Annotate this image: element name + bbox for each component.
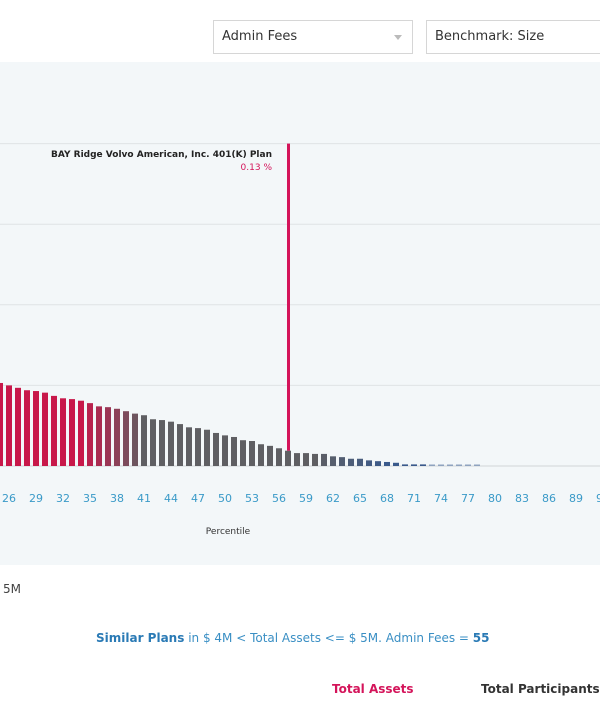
summary-text: in $ 4M < Total Assets <= $ 5M. Admin Fe… (184, 631, 473, 645)
bar-p67 (375, 461, 381, 466)
bar-p46 (186, 427, 192, 466)
x-tick-label: 44 (164, 492, 178, 505)
x-axis-label: Percentile (206, 527, 251, 537)
bar-p61 (321, 453, 327, 466)
bar-p25 (0, 382, 3, 466)
bar-p44 (168, 421, 174, 466)
bar-p33 (69, 399, 75, 466)
bar-p76 (456, 464, 462, 466)
bar-p32 (60, 398, 66, 466)
highlight-marker-line (287, 143, 290, 451)
x-tick-label: 59 (299, 492, 313, 505)
x-tick-label: 71 (407, 492, 421, 505)
x-tick-label: 26 (2, 492, 16, 505)
bar-p56 (276, 448, 282, 466)
bar-p42 (150, 419, 156, 466)
bar-p49 (213, 432, 219, 466)
bar-p29 (33, 391, 39, 466)
bar-p36 (96, 406, 102, 466)
bar-p52 (240, 440, 246, 466)
highlight-plan-name: BAY Ridge Volvo American, Inc. 401(K) Pl… (51, 150, 272, 160)
bar-p35 (87, 403, 93, 466)
bar-p68 (384, 461, 390, 466)
tab-total-participants[interactable]: Total Participants (481, 682, 600, 696)
bar-p28 (24, 390, 30, 466)
bar-p64 (348, 458, 354, 466)
bar-p34 (78, 400, 84, 466)
bar-p27 (15, 387, 21, 466)
bar-p47 (195, 428, 201, 466)
x-tick-label: 77 (461, 492, 475, 505)
tab-total-assets[interactable]: Total Assets (332, 682, 414, 696)
similar-plans-link[interactable]: Similar Plans (96, 631, 185, 645)
bar-p38 (114, 408, 120, 466)
x-tick-label: 41 (137, 492, 151, 505)
percentile-chart: 26 29 32 35 38 41 44 47 50 53 56 59 62 65 68 71 74 77 80 83… (0, 62, 600, 565)
bar-p53 (249, 441, 255, 466)
bar-p37 (105, 407, 111, 466)
bar-p48 (204, 429, 210, 466)
bar-p26 (6, 385, 12, 466)
x-tick-label: 53 (245, 492, 259, 505)
bar-p65 (357, 458, 363, 466)
x-tick-label: 62 (326, 492, 340, 505)
bar-p43 (159, 420, 165, 466)
metric-select[interactable]: Admin Fees (213, 20, 413, 54)
x-tick-label: 80 (488, 492, 502, 505)
bar-p75 (447, 464, 453, 466)
bar-p72 (420, 464, 426, 466)
x-tick-label: 65 (353, 492, 367, 505)
benchmark-select-value: Benchmark: Size (435, 29, 545, 44)
bar-p31 (51, 395, 57, 466)
highlight-plan-value: 0.13 % (240, 163, 272, 173)
x-tick-label: 50 (218, 492, 232, 505)
chevron-down-icon (394, 35, 402, 40)
bar-p30 (42, 392, 48, 466)
bar-p54 (258, 444, 264, 466)
bar-p77 (465, 464, 471, 466)
chart-svg: 26 29 32 35 38 41 44 47 50 53 56 59 62 65 68 71 74 77 80 83… (0, 143, 600, 537)
bar-p62 (330, 456, 336, 466)
asset-range-label: 5M (3, 582, 21, 596)
metric-select-value: Admin Fees (222, 29, 298, 44)
bar-p60 (312, 453, 318, 466)
bar-p66 (366, 460, 372, 466)
bar-p71 (411, 464, 417, 466)
x-tick-label: 68 (380, 492, 394, 505)
benchmark-select[interactable]: Benchmark: Size (426, 20, 600, 54)
summary-count: 55 (472, 631, 490, 645)
bar-p41 (141, 415, 147, 466)
x-tick-label: 47 (191, 492, 205, 505)
x-tick-label: 83 (515, 492, 529, 505)
x-tick-label: 56 (272, 492, 286, 505)
bar-p40 (132, 413, 138, 466)
bar-p39 (123, 411, 129, 466)
x-tick-label: 89 (569, 492, 583, 505)
bar-p63 (339, 457, 345, 466)
bar-p73 (429, 464, 435, 466)
x-tick-label: 35 (83, 492, 97, 505)
x-tick-label: 92 (596, 492, 600, 505)
bar-p70 (402, 464, 408, 466)
x-tick-label: 32 (56, 492, 70, 505)
bar-p50 (222, 435, 228, 466)
bar-p59 (303, 453, 309, 466)
x-tick-label: 29 (29, 492, 43, 505)
bar-p45 (177, 424, 183, 466)
bar-p51 (231, 436, 237, 466)
bar-p55 (267, 445, 273, 466)
bar-p69 (393, 462, 399, 466)
x-tick-label: 86 (542, 492, 556, 505)
x-tick-label: 38 (110, 492, 124, 505)
bar-p78 (474, 464, 480, 466)
similar-plans-summary: Similar Plans in $ 4M < Total Assets <= … (96, 631, 489, 645)
bar-p74 (438, 464, 444, 466)
x-tick-label: 74 (434, 492, 448, 505)
bar-p58 (294, 453, 300, 466)
bar-p57 (285, 450, 291, 466)
